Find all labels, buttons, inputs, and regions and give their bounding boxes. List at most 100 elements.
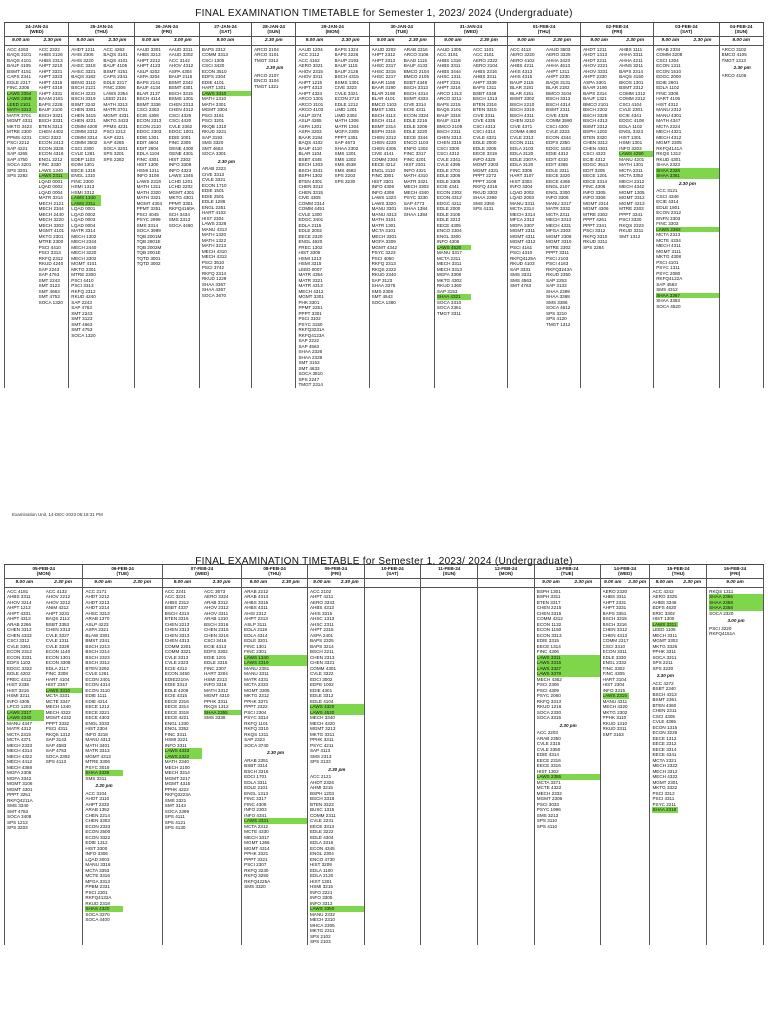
course-code: LQAD 0003 [71, 217, 96, 223]
course-code: ASPA 4304 [168, 68, 192, 74]
course-code: BAQS 3182 [71, 74, 96, 80]
course-code: PSCI 3312 [583, 228, 606, 234]
course-code: CSCI 4325 [168, 112, 192, 118]
course-code: INFO 2303 [244, 807, 267, 813]
course-code: RKQS 1311 [709, 588, 734, 594]
course-code: MCTA 3353 [85, 867, 110, 873]
course-code: AHIS 3315 [309, 610, 333, 616]
course-code: PPMS 4231 [103, 123, 128, 129]
course-code: ENCO 1103 [403, 140, 429, 146]
course-code: EDLA 2103 [509, 145, 534, 151]
course-code: RKFQ4125A [509, 255, 537, 261]
course-code: CVLE 3329 [45, 643, 70, 649]
course-code: MATR 1301 [371, 222, 396, 228]
time-slot-header: 9.00 am 2.30 pm [307, 579, 364, 588]
time-slot-label: 9.00 am [216, 37, 235, 43]
course-code: AHBS 3315 [244, 599, 269, 605]
course-code: MGMT 4304 [136, 200, 163, 206]
course-code: CSCI 2303 [136, 107, 160, 113]
course-code: CHEN 2213 [164, 621, 190, 627]
course-code: MATH 3312 [203, 687, 229, 693]
course-code: AHHA 4211 [619, 57, 643, 63]
course-code: MATH 1311 [136, 184, 161, 190]
course-code: SHAA 2326 [298, 349, 323, 355]
course-code: AHNS 3211 [619, 63, 644, 69]
course-code: LAWS 2318 [136, 178, 161, 184]
course-code: BMCO 4105 [721, 52, 747, 58]
course-code: BSCH 3321 [38, 112, 63, 118]
course-code: AHPT 3313 [371, 57, 396, 63]
course-code: ECON 4312 [436, 195, 462, 201]
course-code: CHEN 2313 [164, 627, 190, 633]
course-code: EDLE 3201 [244, 638, 268, 644]
course-code: INFO 4321 [403, 167, 427, 173]
course-code: EECE 3318 [164, 709, 189, 715]
course-list: AAUD 1204 ACC 2112 ACC 4162 AERO 3321 AHOV 2… [296, 46, 332, 388]
course-code: BAUF 4134 [136, 85, 161, 91]
course-code: RKUD 3311 [619, 228, 644, 234]
course-code: RKFQ 3310 [244, 726, 269, 732]
course-code: MKTG 3423 [7, 123, 32, 129]
course-code: MCTA 2312 [244, 823, 269, 829]
course-code: BSMT 2311 [546, 107, 570, 113]
course-code: SMT 4653 [201, 145, 223, 151]
course-list: ARAB 2316 ARCO 3106 BAAD 1115 BAUF 4133 BMCO… [402, 46, 434, 306]
course-code: BAUP 2115 [168, 74, 193, 80]
course-code: FINC 3305 [509, 167, 533, 173]
course-code: CHEN 2311 [652, 708, 677, 714]
course-code: SHAA 2369 [472, 195, 497, 201]
course-code: CIVE 4305 [298, 195, 321, 201]
course-code: INFO 3108 [136, 173, 160, 179]
course-code-highlighted: LAWS 3316 [536, 660, 600, 666]
course-code: MECH 4322 [652, 774, 678, 780]
time-slot-label: 2.30 pm [656, 673, 674, 679]
course-code: CHEN 3415 [71, 112, 96, 118]
course-code: BSCH 3313 [403, 85, 428, 91]
day-date: 02-FEB-24 [605, 24, 629, 29]
course-code: AHBS 4313 [309, 605, 334, 611]
course-code: BAAR 3190 [371, 85, 396, 91]
day-date: 01-FEB-24 [532, 24, 556, 29]
course-code: BLAR 2137 [136, 90, 161, 96]
day-date: 07-FEB-24 [190, 566, 214, 571]
course-code: HIST 3300 [85, 845, 108, 851]
course-code: COMM 1312 [619, 90, 646, 96]
course-code: MECH 4310 [201, 248, 227, 254]
course-code: EDLA 2117 [45, 665, 69, 671]
course-code: RKUD 4301 [656, 156, 681, 162]
course-code: MHCA 2305 [309, 922, 335, 928]
course-code: MGMT 4315 [164, 781, 191, 787]
course-code: ASLP 4265 [298, 118, 322, 124]
course-code: AHPT 1311 [546, 68, 570, 74]
course-code: MECH 2440 [71, 244, 97, 250]
course-code: HIST 1300 [652, 616, 675, 622]
course-code: SOCA 3999 [136, 228, 161, 234]
course-code: CIVE 4325 [546, 112, 569, 118]
course-code: CVLE 4395 [436, 162, 461, 168]
course-code: EECE 3314 [583, 178, 608, 184]
course-code: CVLE 4365 [652, 719, 676, 725]
course-code: MATR 4331 [244, 676, 269, 682]
course-code: SMS 1302 [334, 156, 356, 162]
course-code: AHDT 1211 [583, 46, 607, 52]
course-code: MGMT 4313 [85, 753, 111, 759]
course-code: MATH 4310 [403, 173, 428, 179]
course-code: RKFQ 3250 [244, 873, 269, 879]
course-code: MGFA 3307 [509, 222, 535, 228]
course-code: FINC 4301 [136, 156, 159, 162]
course-list: ACC 4242 AERO 3325 AHBS 3346 EDFS 4620 ERIC … [650, 588, 679, 813]
course-code: AHDT 2212 [85, 594, 110, 600]
course-code: FINC 3308 [45, 671, 68, 677]
course-code: RKUD 2350 [546, 272, 571, 278]
course-code: ECON 3226 [652, 730, 678, 736]
course-list [123, 588, 162, 923]
course-code: MECH 2310 [309, 917, 335, 923]
course-code: EDIT 4365 [546, 162, 568, 168]
course-code-highlighted: LAWS 2363 [656, 226, 719, 233]
course-code: CHEN 3216 [203, 632, 229, 638]
course-code: MECH 2344 [71, 239, 97, 245]
course-code: ASPA 2401 [309, 632, 334, 638]
day-column: 16-FEB-24 (FRI) 9.00 am RKQS 1311 SHAA 2356 S… [707, 565, 764, 945]
course-code: PSCI 4309 [536, 687, 559, 693]
day-date: 04-FEB-24 [729, 24, 753, 29]
